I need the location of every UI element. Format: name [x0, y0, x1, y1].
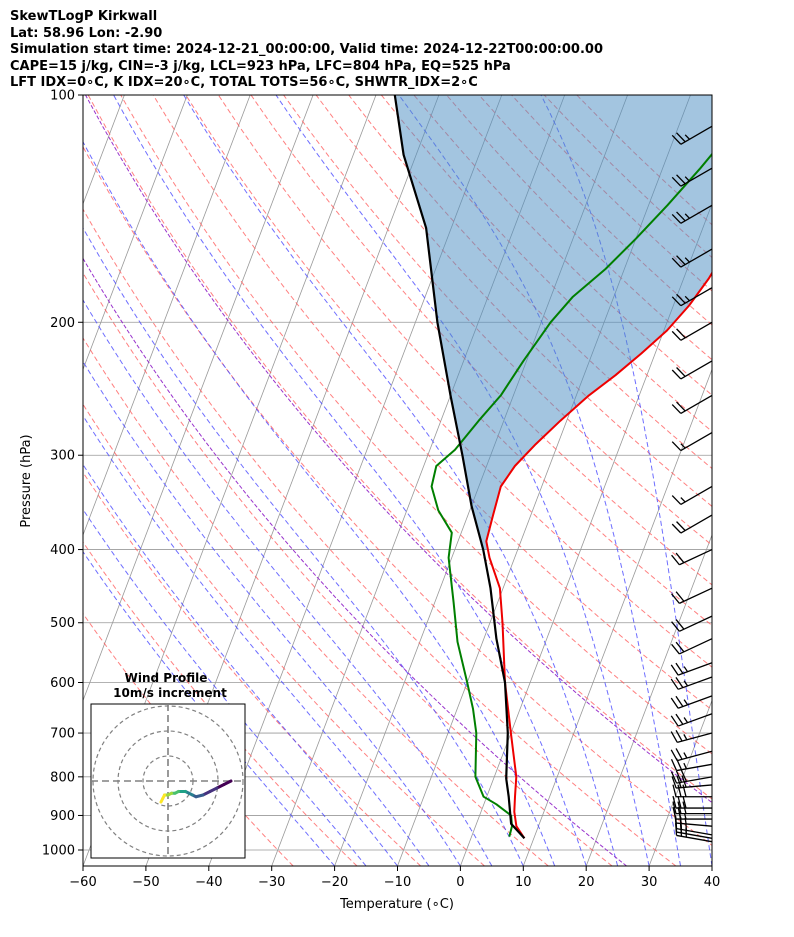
wind-barb — [671, 204, 713, 224]
moist-adiabat — [540, 95, 712, 866]
wind-profile-inset: Wind Profile 10m/s increment — [90, 671, 246, 859]
cape-region — [394, 95, 712, 550]
y-tick-label: 900 — [50, 809, 75, 824]
reference-curve — [83, 257, 627, 866]
title-line-latlon: Lat: 58.96 Lon: -2.90 — [10, 26, 163, 41]
hodograph-segment — [159, 797, 165, 804]
cape-area — [394, 95, 712, 550]
isotherm-line — [648, 699, 712, 866]
title-line-times: Simulation start time: 2024-12-21_00:00:… — [10, 42, 603, 57]
wind-barb — [671, 360, 713, 380]
wind-barbs — [670, 125, 713, 843]
dry-adiabat — [83, 471, 422, 866]
y-tick-label: 1000 — [42, 844, 75, 859]
temperature-line — [485, 271, 712, 839]
moist-adiabat — [83, 298, 493, 866]
moist-adiabat — [83, 360, 461, 866]
moist-adiabat — [113, 95, 587, 866]
wind-barb — [670, 713, 713, 727]
profile-lines — [393, 95, 712, 840]
x-tick-label: −50 — [132, 875, 159, 890]
isotherm-line — [83, 95, 188, 371]
wind-barb — [671, 432, 713, 452]
reference-curve — [85, 95, 712, 804]
dry-adiabat — [348, 95, 712, 470]
wind-barb — [670, 769, 713, 784]
parcel-line — [393, 95, 526, 840]
wind-barb — [670, 662, 713, 676]
dry-adiabat — [83, 541, 358, 866]
moist-adiabat — [83, 227, 524, 866]
isotherm-line — [711, 864, 712, 866]
x-tick-label: 10 — [515, 875, 532, 890]
x-tick-label: −20 — [321, 875, 348, 890]
isotherm-line — [83, 95, 314, 702]
inset-plot — [91, 704, 245, 858]
isotherm-line — [585, 533, 712, 866]
wind-barb — [671, 287, 713, 307]
moist-adiabat — [83, 414, 430, 866]
wind-barb — [671, 514, 713, 534]
x-tick-label: 0 — [456, 875, 464, 890]
wind-barb — [671, 248, 713, 268]
x-tick-label: −40 — [195, 875, 222, 890]
moist-adiabat — [83, 463, 398, 866]
wind-barb — [670, 748, 713, 762]
dry-adiabat — [83, 403, 485, 866]
x-axis-label: Temperature (∘C) — [339, 897, 454, 912]
y-tick-label: 800 — [50, 770, 75, 785]
x-axis: −60 −50 −40 −30 −20 −10 0 10 20 30 40 — [69, 866, 720, 890]
inset-subtitle: 10m/s increment — [113, 686, 227, 700]
isotherm-line — [83, 95, 251, 537]
dry-adiabat — [380, 95, 712, 433]
wind-barb — [671, 485, 713, 506]
wind-barb — [671, 321, 713, 341]
y-tick-label: 700 — [50, 727, 75, 742]
inset-title: Wind Profile — [125, 671, 208, 685]
dry-adiabat — [83, 272, 613, 866]
wind-barb — [670, 676, 713, 690]
y-tick-label: 600 — [50, 676, 75, 691]
y-tick-label: 500 — [50, 616, 75, 631]
wind-barb — [672, 795, 712, 809]
wind-barb — [671, 587, 713, 604]
y-tick-label: 100 — [50, 89, 75, 104]
x-tick-label: 30 — [641, 875, 658, 890]
wind-barb — [671, 167, 713, 187]
y-tick-label: 300 — [50, 449, 75, 464]
moist-adiabat — [275, 95, 650, 866]
x-tick-label: −10 — [384, 875, 411, 890]
wind-barb — [672, 784, 712, 798]
wind-barb — [671, 125, 713, 145]
wind-barb — [671, 615, 713, 632]
y-axis: 100 200 300 400 500 600 700 800 900 1000 — [42, 89, 83, 859]
y-tick-label: 400 — [50, 543, 75, 558]
x-tick-label: 40 — [704, 875, 721, 890]
dry-adiabat — [83, 337, 549, 866]
isotherm-line — [775, 95, 794, 866]
wind-barb — [670, 695, 713, 709]
x-tick-label: −60 — [69, 875, 96, 890]
wind-barb — [671, 394, 713, 415]
dry-adiabat — [315, 95, 712, 508]
moist-adiabat — [83, 140, 556, 866]
y-axis-label: Pressure (hPa) — [19, 434, 34, 527]
x-tick-label: −30 — [258, 875, 285, 890]
wind-barb — [671, 638, 713, 655]
moist-adiabat — [83, 508, 367, 866]
wind-barb — [671, 548, 713, 566]
wind-barb — [670, 729, 713, 743]
moist-adiabat — [83, 550, 335, 866]
title-line-station: SkewTLogP Kirkwall — [10, 9, 158, 24]
dewpoint-line — [430, 152, 712, 837]
dry-adiabat — [83, 145, 712, 847]
title-line-cape: CAPE=15 j/kg, CIN=-3 j/kg, LCL=923 hPa, … — [10, 59, 511, 74]
y-tick-label: 200 — [50, 316, 75, 331]
isotherm-line — [522, 368, 712, 866]
title-line-indices: LFT IDX=0∘C, K IDX=20∘C, TOTAL TOTS=56∘C… — [10, 75, 478, 90]
x-tick-label: 20 — [578, 875, 595, 890]
wind-barb — [670, 758, 713, 772]
